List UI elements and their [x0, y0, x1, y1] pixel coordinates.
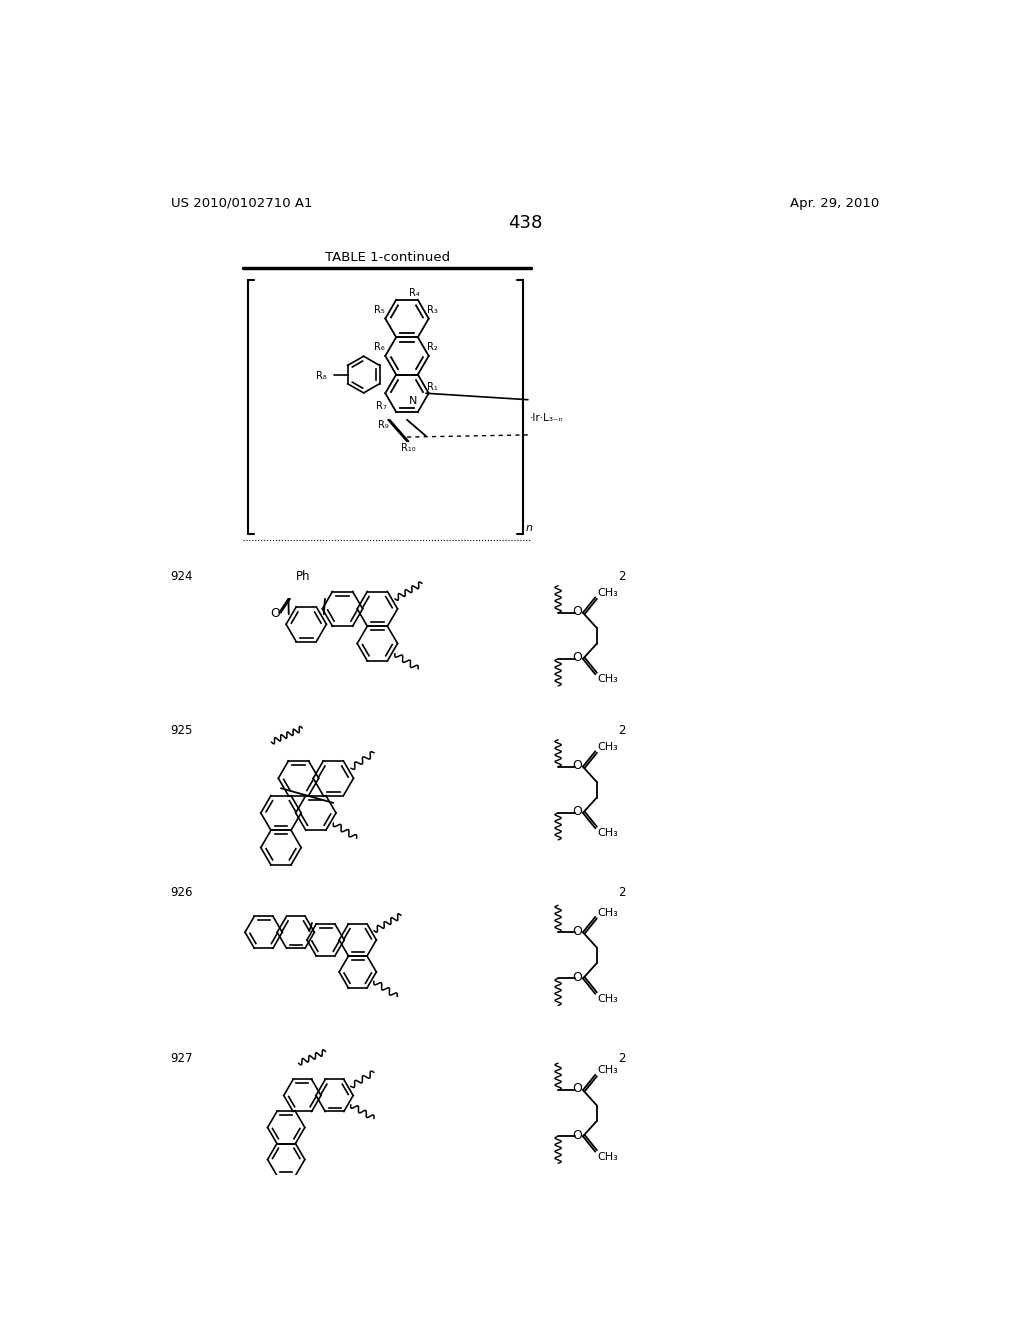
Text: R₄: R₄	[409, 288, 419, 298]
Text: O: O	[572, 970, 582, 983]
Text: O: O	[270, 607, 280, 619]
Text: R₅: R₅	[374, 305, 385, 314]
Text: O: O	[572, 924, 582, 937]
Text: O: O	[572, 1129, 582, 1142]
Text: CH₃: CH₃	[597, 994, 617, 1003]
Text: O: O	[572, 1082, 582, 1096]
Text: TABLE 1-continued: TABLE 1-continued	[325, 251, 451, 264]
Text: Ph: Ph	[295, 570, 310, 583]
Text: ·Ir·L₃₋ₙ: ·Ir·L₃₋ₙ	[529, 413, 563, 422]
Text: CH₃: CH₃	[597, 829, 617, 838]
Text: 924: 924	[171, 570, 194, 583]
Text: CH₃: CH₃	[597, 908, 617, 917]
Text: O: O	[572, 805, 582, 818]
Text: 2: 2	[617, 725, 626, 738]
Text: n: n	[525, 524, 532, 533]
Text: Apr. 29, 2010: Apr. 29, 2010	[791, 197, 880, 210]
Text: N: N	[409, 396, 417, 407]
Text: 2: 2	[617, 1052, 626, 1065]
Text: R₁: R₁	[427, 383, 438, 392]
Text: US 2010/0102710 A1: US 2010/0102710 A1	[171, 197, 312, 210]
Text: CH₃: CH₃	[597, 1151, 617, 1162]
Text: R₃: R₃	[427, 305, 438, 314]
Text: R₇: R₇	[376, 401, 386, 411]
Text: R₁₀: R₁₀	[400, 444, 416, 453]
Text: CH₃: CH₃	[597, 589, 617, 598]
Text: CH₃: CH₃	[597, 675, 617, 684]
Text: CH₃: CH₃	[597, 742, 617, 752]
Text: O: O	[572, 605, 582, 618]
Text: 2: 2	[617, 886, 626, 899]
Text: 438: 438	[508, 214, 542, 232]
Text: R₂: R₂	[427, 342, 438, 352]
Text: 925: 925	[171, 725, 193, 738]
Text: O: O	[572, 759, 582, 772]
Text: O: O	[572, 651, 582, 664]
Text: R₆: R₆	[374, 342, 385, 352]
Text: 926: 926	[171, 886, 194, 899]
Text: 2: 2	[617, 570, 626, 583]
Text: CH₃: CH₃	[597, 1065, 617, 1076]
Text: R₉: R₉	[378, 420, 388, 430]
Text: 927: 927	[171, 1052, 194, 1065]
Text: R₈: R₈	[316, 371, 327, 380]
